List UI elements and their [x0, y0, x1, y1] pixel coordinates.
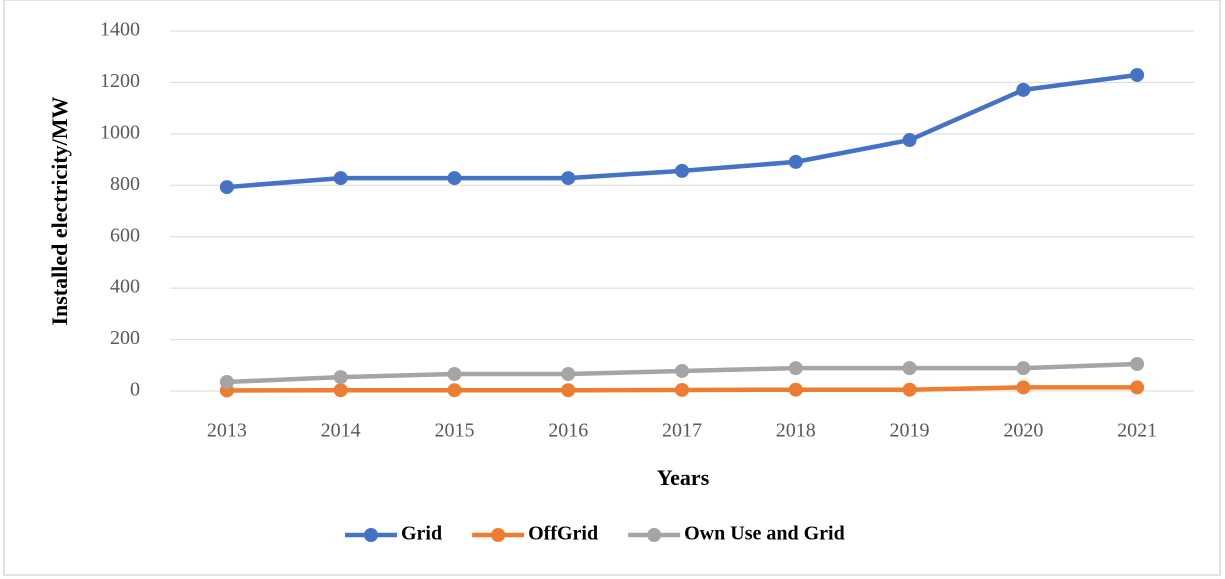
- data-point: [1130, 380, 1145, 395]
- y-tick-label: 400: [110, 276, 140, 298]
- data-point: [902, 382, 917, 397]
- data-point: [1016, 361, 1031, 376]
- data-point: [1130, 357, 1145, 371]
- y-tick-label: 1000: [100, 121, 140, 143]
- data-point: [1016, 380, 1031, 395]
- legend-item: Own Use and Grid: [628, 523, 845, 545]
- data-point: [561, 383, 576, 398]
- data-point: [1016, 82, 1031, 97]
- y-tick-label: 600: [110, 224, 140, 246]
- legend-marker: [364, 528, 378, 542]
- data-point: [1130, 67, 1145, 82]
- x-tick-label: 2013: [207, 420, 247, 442]
- x-tick-label: 2017: [662, 420, 702, 442]
- y-tick-label: 1200: [100, 70, 140, 92]
- data-point: [447, 383, 462, 398]
- y-axis-label: Installed electricity/MW: [47, 96, 72, 325]
- data-point: [219, 375, 234, 389]
- x-tick-label: 2019: [890, 420, 930, 442]
- legend-item: OffGrid: [472, 523, 598, 545]
- x-tick-label: 2021: [1117, 420, 1157, 442]
- data-point: [675, 363, 689, 378]
- data-point: [675, 163, 689, 178]
- legend-marker: [647, 528, 662, 542]
- legend-item: Grid: [345, 523, 442, 545]
- data-point: [902, 361, 917, 376]
- x-axis-label: Years: [657, 465, 710, 490]
- x-tick-label: 2015: [434, 420, 474, 442]
- data-point: [333, 171, 348, 186]
- x-tick-label: 2020: [1003, 420, 1043, 442]
- data-point: [902, 133, 917, 148]
- x-tick-label: 2014: [321, 420, 361, 442]
- data-point: [447, 171, 462, 186]
- x-tick-label: 2018: [776, 420, 816, 442]
- data-point: [675, 382, 689, 397]
- x-tick-label: 2016: [548, 420, 588, 442]
- legend-label: Grid: [401, 523, 442, 545]
- data-point: [561, 367, 576, 382]
- data-point: [561, 171, 576, 186]
- data-point: [788, 382, 803, 397]
- data-point: [219, 180, 234, 195]
- chart-frame: [3, 0, 1221, 576]
- legend-label: Own Use and Grid: [684, 523, 845, 545]
- y-tick-label: 1400: [100, 19, 140, 41]
- legend-label: OffGrid: [528, 523, 598, 545]
- data-point: [788, 361, 803, 376]
- legend-marker: [491, 528, 506, 542]
- y-tick-label: 200: [110, 327, 140, 349]
- data-point: [333, 370, 348, 385]
- data-point: [788, 154, 803, 169]
- y-tick-label: 800: [110, 173, 140, 195]
- data-point: [333, 383, 348, 398]
- y-tick-label: 0: [130, 379, 140, 401]
- data-point: [447, 367, 462, 382]
